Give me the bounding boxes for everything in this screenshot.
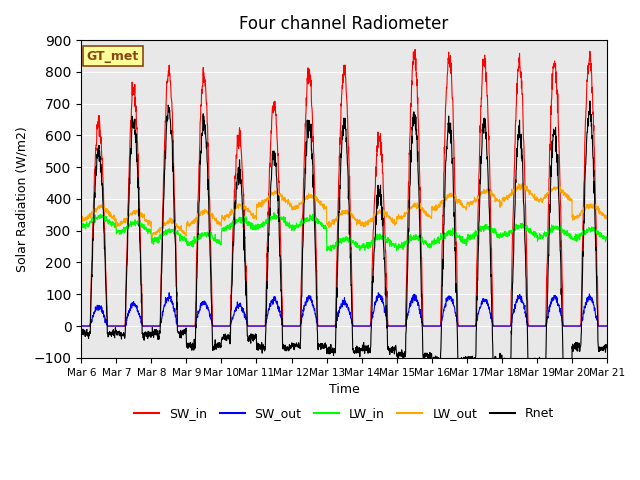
LW_in bbox=[603, 235, 611, 241]
LW_in bbox=[371, 235, 379, 240]
LW_out bbox=[360, 220, 367, 226]
LW_out bbox=[497, 201, 504, 207]
LW_out bbox=[603, 216, 611, 221]
SW_out bbox=[572, 323, 579, 329]
LW_in bbox=[224, 224, 232, 229]
Y-axis label: Solar Radiation (W/m2): Solar Radiation (W/m2) bbox=[15, 126, 28, 272]
LW_out bbox=[518, 180, 526, 186]
X-axis label: Time: Time bbox=[329, 383, 360, 396]
SW_in bbox=[77, 323, 85, 329]
SW_in bbox=[359, 323, 367, 329]
SW_out bbox=[603, 323, 611, 329]
Rnet bbox=[359, 345, 367, 351]
Line: SW_in: SW_in bbox=[81, 49, 607, 326]
SW_out bbox=[77, 323, 85, 329]
SW_out bbox=[371, 300, 378, 305]
LW_out bbox=[77, 216, 85, 221]
Rnet bbox=[371, 246, 378, 252]
SW_out bbox=[360, 323, 367, 329]
LW_out bbox=[224, 214, 232, 219]
SW_in bbox=[497, 323, 504, 329]
SW_out bbox=[497, 323, 504, 329]
Rnet bbox=[572, 346, 579, 351]
LW_in bbox=[557, 227, 564, 232]
Line: LW_out: LW_out bbox=[81, 183, 607, 237]
LW_in bbox=[270, 210, 278, 216]
LW_in bbox=[328, 248, 335, 254]
Text: GT_met: GT_met bbox=[86, 49, 139, 63]
Line: Rnet: Rnet bbox=[81, 101, 607, 370]
Line: LW_in: LW_in bbox=[81, 213, 607, 251]
Rnet bbox=[534, 367, 541, 372]
Rnet bbox=[497, 352, 504, 358]
Line: SW_out: SW_out bbox=[81, 293, 607, 326]
Rnet bbox=[603, 343, 611, 348]
SW_out bbox=[224, 323, 232, 329]
SW_in bbox=[572, 323, 579, 329]
SW_in bbox=[412, 47, 419, 52]
Title: Four channel Radiometer: Four channel Radiometer bbox=[239, 15, 449, 33]
SW_in bbox=[603, 323, 611, 329]
Rnet bbox=[557, 259, 564, 264]
Legend: SW_in, SW_out, LW_in, LW_out, Rnet: SW_in, SW_out, LW_in, LW_out, Rnet bbox=[129, 402, 559, 425]
SW_in bbox=[557, 204, 564, 209]
LW_out bbox=[371, 211, 378, 217]
Rnet bbox=[586, 98, 594, 104]
Rnet bbox=[224, 333, 232, 338]
Rnet bbox=[77, 331, 85, 336]
LW_out bbox=[148, 234, 156, 240]
SW_out bbox=[165, 290, 173, 296]
LW_out bbox=[557, 189, 564, 195]
LW_in bbox=[497, 234, 505, 240]
SW_in bbox=[224, 323, 232, 329]
LW_in bbox=[360, 242, 367, 248]
SW_out bbox=[557, 308, 564, 314]
LW_in bbox=[77, 223, 85, 228]
LW_out bbox=[572, 215, 579, 221]
LW_in bbox=[572, 231, 579, 237]
SW_in bbox=[371, 200, 378, 206]
